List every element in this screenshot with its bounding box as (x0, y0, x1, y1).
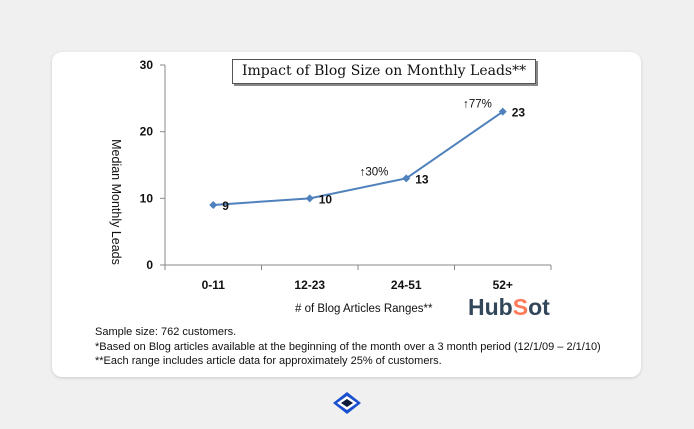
data-point (498, 107, 507, 116)
eye-diamond-icon[interactable] (332, 391, 362, 415)
y-tick-label: 20 (140, 125, 154, 139)
x-tick-label: 12-23 (294, 278, 325, 292)
annotation-label: ↑30% (360, 166, 389, 178)
note-sample-size: Sample size: 762 customers. (95, 326, 237, 338)
data-point (402, 174, 411, 183)
sprocket-icon: S (512, 294, 529, 320)
y-tick-label: 10 (140, 191, 154, 205)
note-footnote-2: **Each range includes article data for a… (95, 355, 442, 367)
x-tick-label: 52+ (493, 278, 513, 292)
hubspot-logo: HubSot (468, 294, 550, 320)
chart-card: 0 10 20 30 0-11 12-23 24-51 52+ 9 10 13 23 ↑30% ↑77% … (52, 52, 641, 377)
chart-notes: Sample size: 762 customers. *Based on Bl… (95, 325, 601, 369)
series-line (213, 110, 504, 206)
chart-plot: 0 10 20 30 0-11 12-23 24-51 52+ 9 10 13 23 ↑30% ↑77% (140, 58, 552, 292)
annotation-label: ↑77% (463, 99, 492, 111)
x-tick-label: 24-51 (391, 278, 422, 292)
x-tick-label: 0-11 (202, 278, 226, 292)
data-label: 13 (415, 172, 429, 186)
data-label: 9 (222, 199, 229, 213)
data-label: 10 (319, 192, 333, 206)
x-axis-label: # of Blog Articles Ranges** (295, 303, 433, 315)
y-axis-label: Median Monthly Leads (109, 139, 123, 265)
data-point (209, 201, 218, 209)
data-label: 23 (512, 106, 526, 120)
y-tick-label: 0 (146, 258, 153, 272)
note-footnote-1: *Based on Blog articles available at the… (95, 340, 601, 353)
y-tick-label: 30 (140, 58, 154, 72)
data-point (305, 194, 314, 203)
chart-title: Impact of Blog Size on Monthly Leads** (232, 59, 537, 84)
